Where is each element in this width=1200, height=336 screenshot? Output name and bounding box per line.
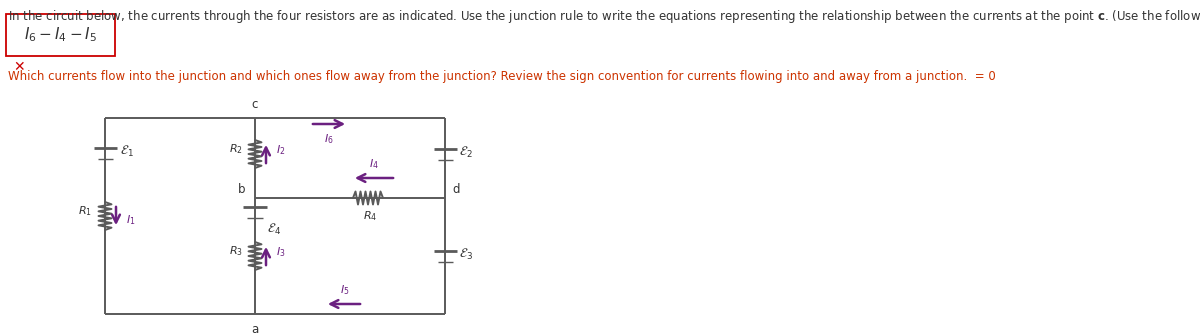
Text: b: b [238,183,245,196]
FancyBboxPatch shape [6,14,115,56]
Text: $I_5$: $I_5$ [341,283,349,297]
Text: $I_6-I_4-I_5$: $I_6-I_4-I_5$ [24,26,97,44]
Text: $I_4$: $I_4$ [370,157,379,171]
Text: ✕: ✕ [13,60,25,74]
Text: $\mathcal{E}_2$: $\mathcal{E}_2$ [458,144,473,160]
Text: In the circuit below, the currents through the four resistors are as indicated. : In the circuit below, the currents throu… [8,8,1200,25]
Text: $\mathcal{E}_1$: $\mathcal{E}_1$ [120,143,133,159]
Text: $R_2$: $R_2$ [229,142,242,156]
Text: $I_6$: $I_6$ [324,132,334,146]
Text: a: a [251,323,259,336]
Text: $R_3$: $R_3$ [229,244,242,258]
Text: $\mathcal{E}_3$: $\mathcal{E}_3$ [458,246,473,261]
Text: $R_4$: $R_4$ [362,209,377,223]
Text: $I_2$: $I_2$ [276,143,286,157]
Text: c: c [252,98,258,111]
Text: $R_1$: $R_1$ [78,204,92,218]
Text: $I_3$: $I_3$ [276,245,286,259]
Text: d: d [452,183,460,196]
Text: $\mathcal{E}_4$: $\mathcal{E}_4$ [266,222,281,237]
Text: $I_1$: $I_1$ [126,213,136,227]
Text: Which currents flow into the junction and which ones flow away from the junction: Which currents flow into the junction an… [8,70,996,83]
